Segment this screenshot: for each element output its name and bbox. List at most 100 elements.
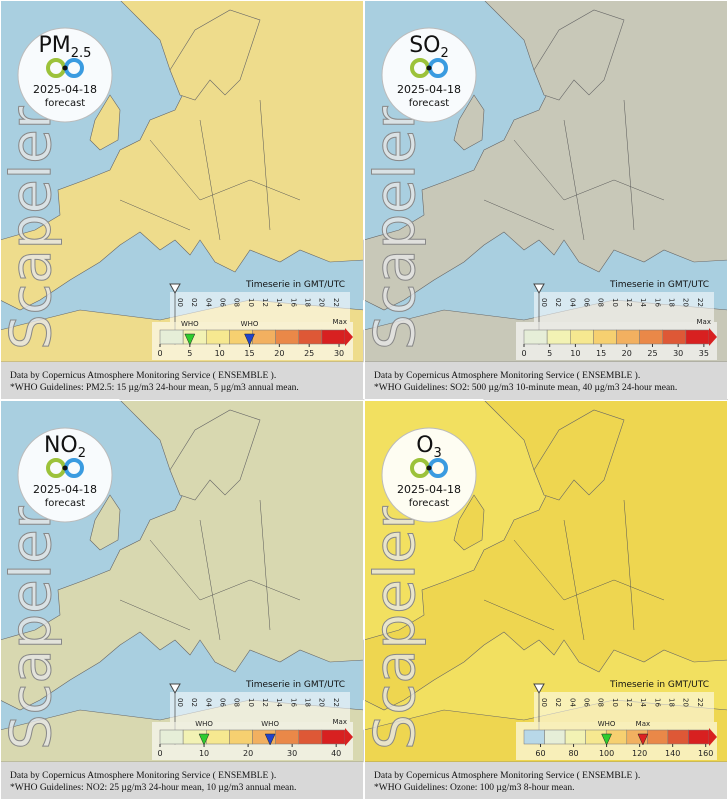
land	[453, 94, 485, 151]
hour-label: 04	[204, 298, 212, 307]
scale-swatch	[523, 329, 548, 345]
pollutant-name: PM	[39, 33, 71, 58]
timeserie-label: Timeserie in GMT/UTC	[609, 280, 709, 290]
hour-label: 08	[597, 298, 605, 307]
hour-label: 18	[304, 298, 312, 307]
logo-dot	[426, 65, 432, 71]
hour-label: 10	[247, 698, 255, 707]
watermark: Scapeler	[0, 105, 64, 350]
hour-label: 12	[625, 298, 633, 307]
hour-label: 00	[540, 298, 548, 307]
scale-swatch	[685, 329, 710, 345]
hour-label: 18	[304, 698, 312, 707]
land	[533, 9, 625, 101]
hour-label: 08	[233, 298, 241, 307]
hour-label: 20	[318, 698, 326, 707]
max-label: Max	[333, 718, 347, 726]
scale-tick-label: 160	[698, 749, 713, 758]
footer-line: *WHO Guidelines: PM2.5: 15 µg/m3 24-hour…	[10, 383, 299, 393]
logo-badge	[17, 427, 113, 523]
max-label: Max	[697, 318, 711, 326]
who-marker	[601, 733, 612, 746]
scale-tick-label: 5	[547, 349, 552, 358]
footer-line: *WHO Guidelines: NO2: 25 µg/m3 24-hour m…	[10, 783, 296, 793]
hour-label: 22	[696, 698, 704, 707]
borders	[483, 499, 665, 641]
forecast-label: forecast	[45, 498, 86, 509]
hour-label: 22	[332, 698, 340, 707]
scale-swatch	[298, 329, 323, 345]
hour-label: 08	[233, 698, 241, 707]
footer-line: *WHO Guidelines: SO2: 500 µg/m3 10-minut…	[374, 383, 677, 393]
footer-line: Data by Copernicus Atmosphere Monitoring…	[374, 770, 640, 781]
who-label: WHO	[181, 320, 199, 328]
scale-swatch	[523, 729, 545, 745]
land	[169, 409, 261, 501]
scale-tick-label: 120	[632, 749, 647, 758]
scale-swatch	[159, 729, 184, 745]
watermark: Scapeler	[363, 505, 428, 750]
scale-tick-label: 10	[570, 349, 580, 358]
hour-label: 16	[289, 698, 297, 707]
pollutant-title: PM2.5	[39, 33, 92, 61]
forecast-date: 2025-04-18	[33, 483, 97, 496]
now-marker	[169, 683, 181, 695]
pollutant-subscript: 3	[434, 446, 442, 461]
footer-line: Data by Copernicus Atmosphere Monitoring…	[10, 770, 276, 781]
logo-dot	[426, 465, 432, 471]
logo-dot	[62, 65, 68, 71]
timeline-bg	[170, 692, 350, 722]
timeline-bg	[534, 692, 714, 722]
pollutant-subscript: 2	[441, 46, 449, 61]
hour-label: 08	[597, 698, 605, 707]
borders	[119, 499, 301, 641]
hour-label: 02	[190, 298, 198, 307]
land	[363, 0, 728, 311]
land	[169, 9, 261, 101]
hour-label: 00	[176, 298, 184, 307]
scale-tick-label: 0	[157, 349, 162, 358]
scale-tick-label: 25	[647, 349, 657, 358]
hour-label: 06	[219, 698, 227, 707]
land	[89, 94, 121, 151]
scale-swatch	[647, 729, 669, 745]
hour-label: 12	[261, 698, 269, 707]
land	[89, 494, 121, 551]
now-marker	[533, 283, 545, 295]
timeline-bg	[534, 292, 714, 322]
borders	[119, 99, 301, 241]
scale-swatch	[616, 329, 640, 345]
hour-label: 02	[554, 698, 562, 707]
scale-swatch	[667, 729, 689, 745]
hour-label: 22	[696, 298, 704, 307]
scale-end-arrow	[709, 328, 717, 346]
forecast-label: forecast	[409, 498, 450, 509]
pollutant-name: SO	[409, 33, 440, 58]
scale-tick-label: 0	[521, 349, 526, 358]
scale-swatch	[298, 729, 323, 745]
hour-label: 06	[219, 298, 227, 307]
hour-label: 16	[289, 298, 297, 307]
hour-label: 12	[625, 698, 633, 707]
logo-badge	[17, 27, 113, 123]
timeserie-label: Timeserie in GMT/UTC	[245, 280, 345, 290]
hour-label: 10	[247, 298, 255, 307]
who-marker	[184, 333, 196, 346]
pollutant-subscript: 2	[78, 446, 86, 461]
footer-bg	[364, 762, 728, 800]
scale-tick-label: 10	[199, 749, 209, 758]
hour-label: 04	[568, 298, 576, 307]
scale-tick-label: 60	[535, 749, 545, 758]
forecast-date: 2025-04-18	[397, 83, 461, 96]
scale-tick-label: 40	[331, 749, 341, 758]
max-label: Max	[333, 318, 347, 326]
hour-label: 10	[611, 698, 619, 707]
hour-label: 20	[318, 298, 326, 307]
footer-bg	[364, 362, 728, 400]
hour-label: 06	[583, 298, 591, 307]
timeserie-label: Timeserie in GMT/UTC	[609, 680, 709, 690]
panel-border	[0, 0, 364, 400]
scale-tick-label: 30	[287, 749, 297, 758]
scale-tick-label: 100	[599, 749, 614, 758]
who-marker	[198, 733, 210, 746]
